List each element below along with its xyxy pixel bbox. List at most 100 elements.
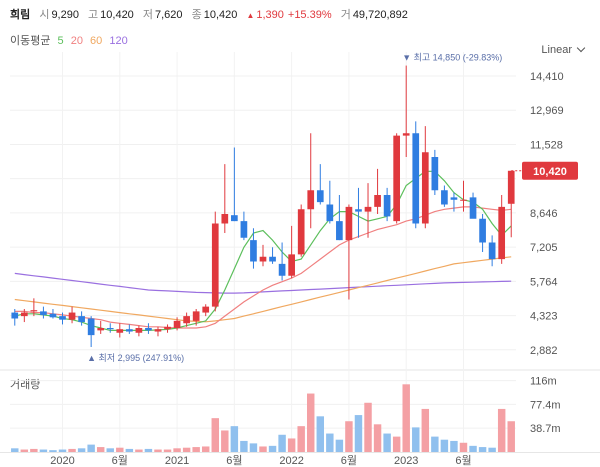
volume-bar (20, 449, 29, 452)
time-tick-label: 6월 (341, 454, 357, 467)
candle-body (40, 311, 47, 315)
volume-bar (116, 447, 124, 452)
volume-tick-label: 38.7m (530, 423, 561, 435)
candle-body (316, 190, 324, 203)
volume-bar (221, 430, 229, 452)
time-tick-label: 6월 (455, 454, 471, 467)
volume-value: 49,720,892 (352, 9, 408, 21)
price-tick-label: 5,764 (530, 276, 558, 288)
volume-bar (87, 444, 95, 452)
candle-body (68, 312, 76, 320)
open-value: 9,290 (51, 9, 79, 21)
volume-bar (173, 448, 181, 452)
close-value: 10,420 (203, 9, 238, 21)
volume-bar (11, 448, 19, 452)
price-tick-label: 2,882 (530, 345, 558, 357)
candle-body (431, 157, 439, 191)
volume-bar (278, 434, 286, 452)
candle-body (125, 329, 133, 332)
ma-60-line (14, 256, 512, 323)
change-percent: +15.39% (287, 9, 332, 21)
candle-body (154, 329, 162, 332)
candle-body (488, 242, 496, 260)
price-tick-label: 7,205 (530, 242, 558, 254)
volume-bar (125, 448, 134, 452)
volume-bar (135, 449, 143, 452)
volume-bar (478, 447, 487, 452)
time-tick-label: 2023 (394, 455, 418, 467)
scale-toggle[interactable]: Linear (541, 43, 586, 56)
change-value: 1,390 (256, 9, 284, 21)
volume-bar (297, 426, 305, 452)
volume-bar (163, 449, 172, 452)
candle-body (78, 316, 85, 323)
price-tick-label: 8,646 (530, 208, 558, 220)
volume-bar (431, 436, 439, 452)
low-annotation: ▲ 최저 2,995 (247.91%) (87, 353, 184, 363)
current-price-badge (522, 161, 578, 180)
volume-bar (335, 439, 344, 452)
volume-bar (287, 438, 296, 452)
candle-body (345, 206, 353, 241)
candle-body (460, 199, 467, 201)
volume-bar (39, 449, 48, 452)
time-tick-label: 2021 (165, 455, 189, 467)
candle-body (30, 310, 38, 312)
volume-bar (49, 450, 57, 452)
volume-bar (383, 433, 391, 452)
candle-body (441, 190, 448, 205)
volume-bar (268, 445, 277, 452)
volume-bar (440, 439, 449, 452)
candle-body (402, 133, 410, 136)
ma-60-label: 60 (90, 35, 103, 47)
high-value: 10,420 (100, 9, 134, 21)
volume-bar (421, 408, 430, 452)
ma-120-line (14, 272, 512, 294)
price-tick-label: 4,323 (530, 311, 558, 323)
open-label: 시 (39, 9, 50, 21)
volume-bar (326, 433, 334, 452)
candle-body (355, 209, 362, 212)
candle-body (374, 195, 381, 207)
volume-bar (412, 427, 420, 452)
candle-body (450, 197, 458, 200)
quote-header: 희림 시 9,290 고 10,420 저 7,620 종 10,420 ▲ 1,390 +… (10, 6, 414, 22)
ma-20-label: 20 (70, 35, 83, 47)
candle-body (507, 170, 515, 204)
volume-bar (68, 448, 76, 452)
volume-bar (345, 421, 353, 452)
candle-body (393, 135, 401, 222)
volume-bar (30, 448, 38, 452)
moving-average-legend[interactable]: 이동평균 5 20 60 120 (10, 32, 132, 48)
volume-bar (144, 448, 153, 452)
current-price-label: 10,420 (533, 166, 567, 178)
candle-body (240, 221, 248, 238)
volume-bar (488, 447, 496, 452)
candle-body (183, 316, 190, 324)
candle-body (106, 328, 114, 330)
low-label: 저 (142, 9, 153, 21)
candle-body (259, 256, 267, 262)
volume-bar (77, 448, 86, 452)
candle-body (145, 328, 152, 331)
time-tick-label: 6월 (112, 454, 128, 467)
candle-body (135, 328, 143, 333)
volume-bar (106, 448, 114, 452)
volume-bar (497, 408, 506, 452)
candle-body (49, 313, 57, 318)
candle-body (479, 218, 486, 243)
candle-body (383, 195, 391, 217)
volume-bar (259, 446, 267, 452)
candle-body (20, 312, 28, 317)
candle-body (202, 306, 210, 313)
volume-bar (201, 446, 210, 452)
candle-body (164, 326, 171, 330)
volume-bar (96, 447, 105, 452)
candle-body (336, 221, 343, 241)
candle-body (231, 215, 238, 222)
volume-label: 거 (340, 9, 351, 21)
candle-body (412, 133, 420, 224)
volume-bar (307, 393, 315, 452)
volume-bar (364, 402, 372, 452)
